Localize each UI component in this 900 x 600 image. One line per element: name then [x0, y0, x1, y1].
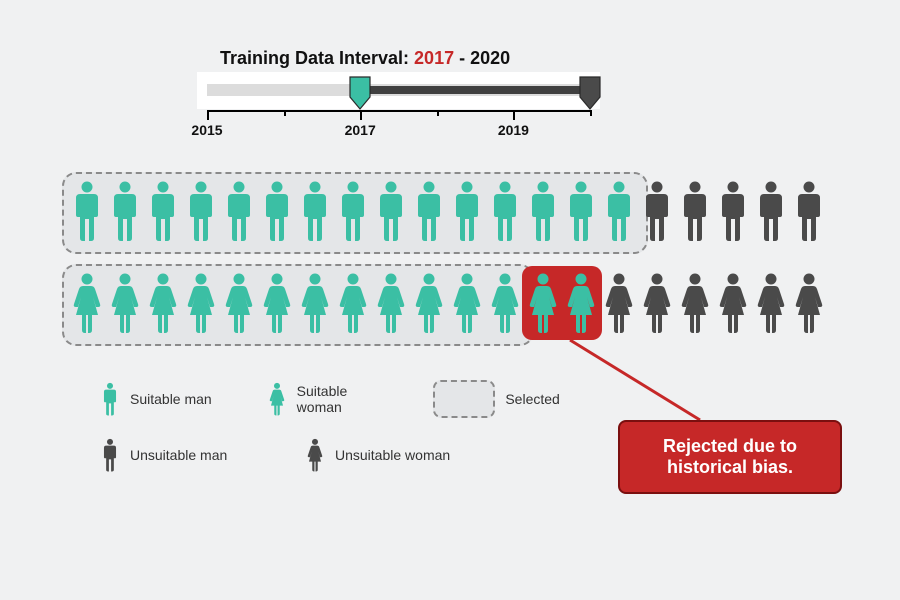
- woman-icon: [298, 272, 332, 334]
- woman-icon: [374, 272, 408, 334]
- slider-from-year: 2017: [414, 48, 454, 68]
- man-icon: [412, 180, 446, 242]
- woman-icon: [678, 272, 712, 334]
- woman-icon: [222, 272, 256, 334]
- legend-unsuitable-man: Unsuitable man: [100, 438, 265, 472]
- axis-line: [207, 110, 590, 112]
- woman-icon: [260, 272, 294, 334]
- man-icon: [374, 180, 408, 242]
- man-icon: [100, 438, 120, 472]
- woman-icon: [146, 272, 180, 334]
- man-icon: [336, 180, 370, 242]
- man-icon: [602, 180, 636, 242]
- woman-icon: [488, 272, 522, 334]
- man-icon: [100, 382, 120, 416]
- woman-icon: [305, 438, 325, 472]
- axis-tick: [207, 110, 209, 120]
- axis-tick: [437, 110, 439, 116]
- legend-suitable-woman: Suitable woman: [267, 382, 394, 416]
- axis-tick: [513, 110, 515, 120]
- axis-tick: [284, 110, 286, 116]
- woman-icon: [267, 382, 287, 416]
- slider-range-fill: [360, 86, 590, 94]
- man-icon: [108, 180, 142, 242]
- man-icon: [678, 180, 712, 242]
- woman-icon: [70, 272, 104, 334]
- slider-title-prefix: Training Data Interval:: [220, 48, 414, 68]
- man-icon: [488, 180, 522, 242]
- rejected-callout-text: Rejected due to historical bias.: [663, 436, 797, 477]
- man-icon: [640, 180, 674, 242]
- slider-to-year: 2020: [470, 48, 510, 68]
- woman-icon: [792, 272, 826, 334]
- man-icon: [184, 180, 218, 242]
- legend-suitable-man-label: Suitable man: [130, 391, 212, 407]
- man-icon: [754, 180, 788, 242]
- woman-icon: [450, 272, 484, 334]
- woman-icon: [564, 272, 598, 334]
- legend-suitable-man: Suitable man: [100, 382, 227, 416]
- slider-title: Training Data Interval: 2017 - 2020: [220, 48, 510, 69]
- man-icon: [526, 180, 560, 242]
- man-icon: [450, 180, 484, 242]
- woman-icon: [640, 272, 674, 334]
- woman-icon: [108, 272, 142, 334]
- man-icon: [564, 180, 598, 242]
- legend-unsuitable-woman-label: Unsuitable woman: [335, 447, 450, 463]
- woman-icon: [754, 272, 788, 334]
- woman-icon: [716, 272, 750, 334]
- legend: Suitable man Suitable woman Selected Uns…: [100, 380, 560, 492]
- woman-icon: [412, 272, 446, 334]
- slider-axis: 201520172019: [207, 110, 590, 140]
- legend-suitable-woman-label: Suitable woman: [297, 383, 394, 415]
- man-icon: [792, 180, 826, 242]
- axis-tick-label: 2015: [191, 122, 222, 138]
- woman-icon: [526, 272, 560, 334]
- slider-sep: -: [454, 48, 470, 68]
- legend-unsuitable-man-label: Unsuitable man: [130, 447, 227, 463]
- selected-box-icon: [433, 380, 495, 418]
- man-icon: [222, 180, 256, 242]
- legend-selected-label: Selected: [505, 391, 559, 407]
- man-icon: [716, 180, 750, 242]
- man-icon: [298, 180, 332, 242]
- axis-tick-label: 2017: [345, 122, 376, 138]
- man-icon: [260, 180, 294, 242]
- woman-icon: [184, 272, 218, 334]
- legend-selected: Selected: [433, 380, 560, 418]
- axis-tick: [360, 110, 362, 120]
- axis-tick: [590, 110, 592, 116]
- rejected-callout: Rejected due to historical bias.: [618, 420, 842, 494]
- man-icon: [70, 180, 104, 242]
- legend-unsuitable-woman: Unsuitable woman: [305, 438, 470, 472]
- woman-icon: [602, 272, 636, 334]
- man-icon: [146, 180, 180, 242]
- axis-tick-label: 2019: [498, 122, 529, 138]
- woman-icon: [336, 272, 370, 334]
